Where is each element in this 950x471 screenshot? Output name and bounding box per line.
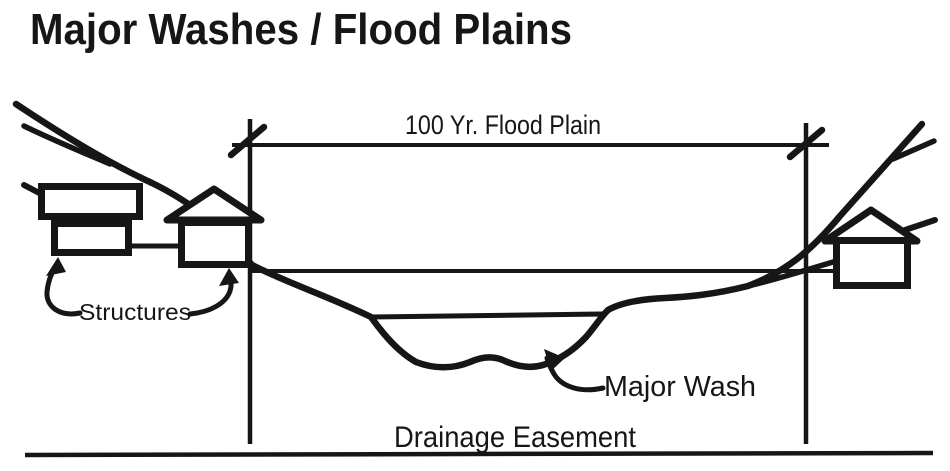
- structures-arrowhead-right: [219, 268, 239, 286]
- left-house-roof: [163, 185, 265, 224]
- drainage-easement-baseline: [24, 450, 934, 458]
- terrain-upper-right-branch: [890, 138, 937, 162]
- left-tick-mark: [227, 123, 268, 159]
- major-wash-label: Major Wash: [604, 371, 756, 403]
- right-house-body: [833, 237, 911, 289]
- ground-stub-right-roof: [902, 217, 938, 233]
- major-wash-arrowhead: [544, 349, 565, 371]
- left-building-upper-block: [38, 183, 143, 220]
- terrain-right-house-ground-line: [745, 257, 843, 289]
- left-house-body: [178, 219, 252, 268]
- flood-plain-dimension-label: 100 Yr. Flood Plain: [405, 110, 601, 140]
- left-building-lower-block: [51, 220, 132, 256]
- structures-label: Structures: [79, 299, 191, 325]
- terrain-upper-left-branch: [21, 123, 113, 167]
- drainage-easement-label: Drainage Easement: [394, 421, 637, 454]
- right-tick-mark: [786, 126, 826, 161]
- wash-hatched-area: [366, 311, 610, 370]
- structures-arrowhead-left: [46, 257, 66, 276]
- page-title: Major Washes / Flood Plains: [30, 5, 572, 54]
